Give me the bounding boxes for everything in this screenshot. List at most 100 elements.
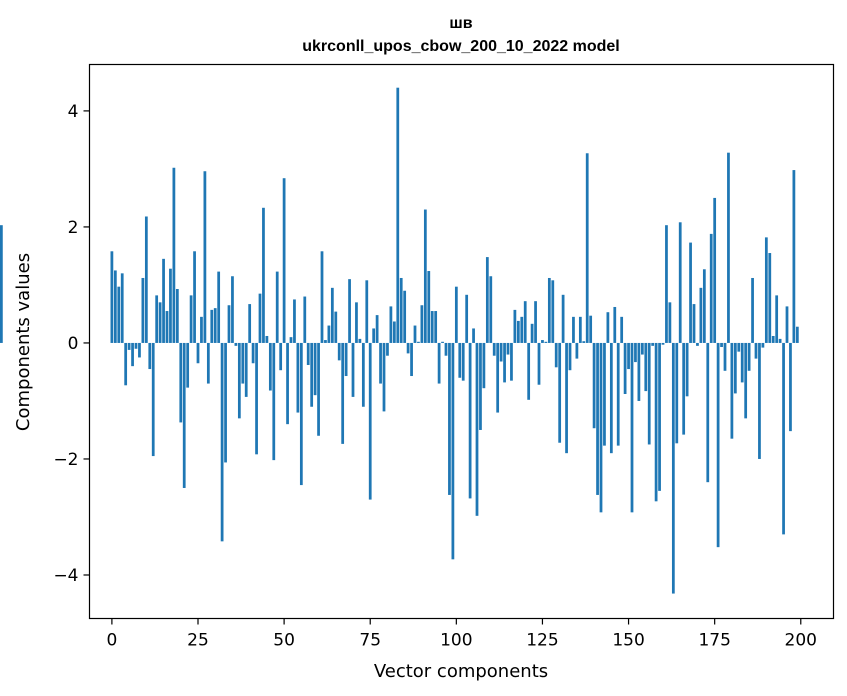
bar [479, 342, 482, 430]
bar [678, 222, 682, 343]
bar [795, 326, 799, 343]
bar [537, 342, 541, 385]
bar [289, 337, 293, 343]
bar [0, 225, 3, 343]
chart-subtitle: ukrconll_upos_cbow_200_10_2022 model [302, 38, 619, 55]
bar [696, 342, 699, 346]
bar [155, 295, 159, 343]
bar [637, 342, 641, 401]
bar [513, 309, 517, 343]
bar [644, 342, 648, 392]
bar [279, 342, 283, 371]
bar [709, 233, 713, 343]
bar [399, 277, 403, 343]
bar [330, 287, 334, 343]
bar [417, 341, 420, 343]
bar [613, 306, 617, 343]
bar [575, 342, 579, 359]
bar [175, 289, 179, 343]
bar [351, 342, 355, 397]
bar [558, 342, 562, 443]
bar [789, 342, 792, 432]
bar [720, 342, 723, 348]
bar [296, 342, 300, 413]
y-axis-label: Components values [13, 253, 34, 431]
bar [324, 340, 327, 343]
y-tick-label: −4 [53, 566, 78, 586]
bar [231, 276, 234, 343]
bar [403, 290, 407, 343]
bar [423, 209, 427, 343]
bars-group [0, 87, 799, 594]
bar [348, 279, 351, 343]
bar [482, 342, 486, 389]
bar [206, 342, 210, 384]
bar [341, 342, 345, 444]
bar [169, 268, 172, 343]
bar [303, 296, 307, 343]
bar [372, 328, 376, 343]
x-tick-label: 175 [698, 631, 730, 651]
bar [565, 342, 568, 454]
bar [368, 342, 372, 500]
x-tick-label: 0 [106, 631, 117, 651]
bar [427, 271, 431, 343]
bar [634, 342, 637, 363]
bar [744, 342, 748, 419]
bar [603, 342, 606, 446]
bar [758, 342, 761, 459]
x-tick-label: 50 [273, 631, 295, 651]
bar [523, 301, 527, 343]
bar [737, 342, 741, 352]
bar [379, 342, 382, 384]
bar [572, 316, 575, 343]
bar [196, 342, 200, 364]
bar [730, 342, 734, 439]
bar [275, 271, 279, 343]
bar [630, 342, 634, 513]
bar [578, 316, 582, 343]
bar [138, 342, 141, 358]
bar [210, 309, 214, 343]
bar [727, 152, 730, 343]
bar [193, 251, 196, 343]
plot-frame [88, 63, 835, 620]
bar [682, 342, 686, 435]
bar [568, 342, 572, 371]
bar [689, 242, 692, 343]
bar [124, 342, 128, 386]
bar [224, 342, 227, 463]
bar [134, 342, 138, 349]
bar [792, 170, 796, 343]
bar [396, 87, 400, 343]
bar [771, 335, 775, 343]
bar [592, 342, 596, 429]
bar [255, 342, 258, 455]
bar [131, 342, 134, 367]
x-tick-label: 100 [440, 631, 472, 651]
bar [713, 197, 717, 343]
bar [386, 342, 389, 356]
bar [541, 340, 544, 343]
bar [627, 342, 630, 370]
bar [616, 342, 620, 446]
bar [286, 342, 289, 425]
bar [651, 342, 655, 346]
bar [671, 342, 675, 594]
bar [113, 270, 117, 343]
bar [189, 295, 193, 343]
bar [623, 342, 627, 394]
x-tick-label: 150 [612, 631, 644, 651]
bar [382, 342, 386, 412]
bar [268, 342, 272, 391]
bar [334, 311, 338, 343]
bar [706, 342, 710, 483]
bar [203, 171, 207, 343]
bar [699, 287, 703, 343]
bar [430, 311, 434, 343]
bar [585, 153, 589, 343]
bar [702, 269, 706, 343]
bar [241, 342, 245, 384]
bar [272, 342, 276, 461]
bar [327, 325, 331, 343]
